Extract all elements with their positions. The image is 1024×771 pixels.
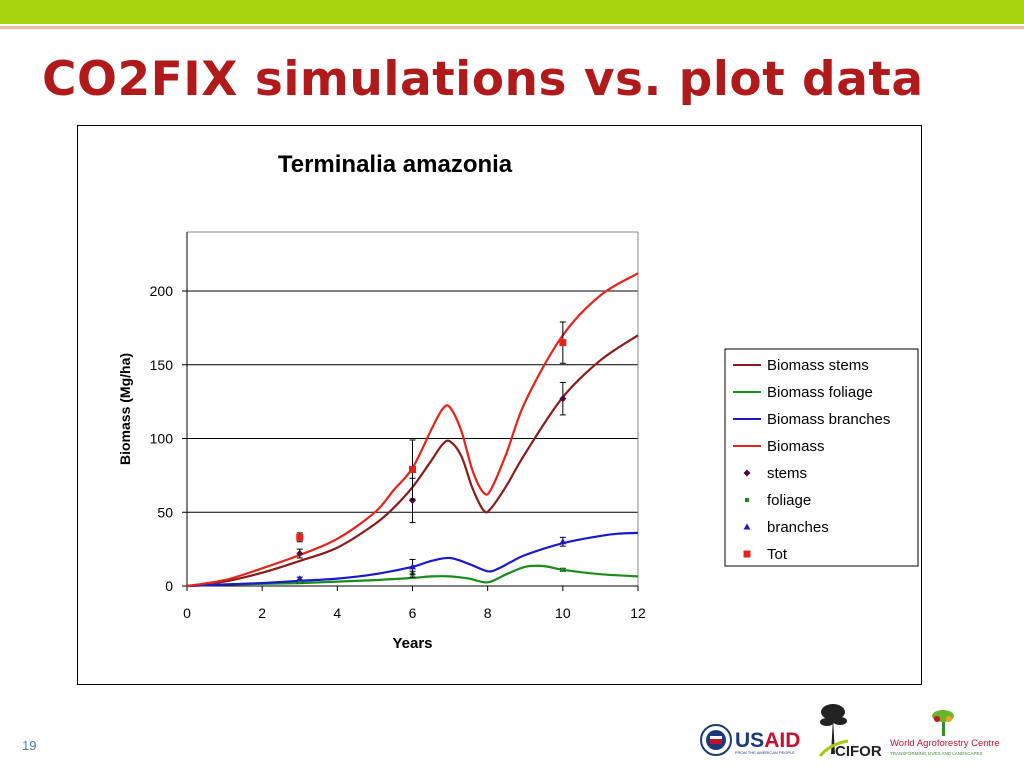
point-tot: [296, 533, 304, 541]
x-tick-label: 4: [333, 605, 341, 621]
usaid-logo-text: USAID: [735, 729, 800, 752]
legend-label-biomass: Biomass: [767, 438, 825, 455]
legend-label-branches: branches: [767, 519, 829, 536]
legend-box: [724, 348, 919, 567]
series-line-biomass-stems: [186, 334, 639, 588]
series-line-biomass: [186, 272, 639, 588]
icraf-tree-icon: [932, 710, 954, 736]
x-tick-label: 0: [183, 605, 191, 621]
point-tot: [409, 465, 416, 473]
partner-logos: USAID FROM THE AMERICAN PEOPLE CIFOR Wor…: [690, 696, 1020, 766]
y-axis-label: Biomass (Mg/ha): [117, 353, 133, 465]
legend-label-tot: Tot: [767, 546, 788, 563]
point-foliage: [297, 579, 302, 584]
point-stems: [296, 550, 304, 558]
point-branches: [559, 538, 567, 545]
series-line-biomass-foliage: [186, 564, 639, 588]
x-tick-label: 6: [409, 605, 417, 621]
legend-label-stems: stems: [767, 465, 807, 482]
x-tick-label: 2: [258, 605, 266, 621]
point-branches: [409, 563, 416, 570]
chart-frame: Terminalia amazonia 0 50 100 150 200 0 2 4 6 8 10 12…: [77, 125, 922, 685]
point-branches: [296, 575, 304, 582]
x-tick-label: 10: [555, 605, 571, 621]
legend-swatch-tot: [743, 550, 751, 558]
slide-title: CO2FIX simulations vs. plot data: [42, 52, 924, 107]
top-accent-bar: [0, 0, 1024, 24]
cifor-tree-icon: [818, 704, 849, 757]
y-tick-label: 50: [157, 504, 173, 520]
x-tick-label: 8: [484, 605, 492, 621]
legend-swatch-branches: [743, 523, 751, 530]
page-number: 19: [22, 738, 37, 753]
y-tick-label: 150: [150, 357, 174, 373]
legend-label-biomass-stems: Biomass stems: [767, 357, 869, 374]
point-foliage: [560, 567, 565, 572]
legend-swatch-foliage: [745, 498, 749, 502]
chart-svg: Terminalia amazonia 0 50 100 150 200 0 2 4 6 8 10 12…: [117, 151, 919, 652]
chart-title: Terminalia amazonia: [278, 151, 513, 178]
x-axis-label: Years: [392, 635, 432, 652]
legend-swatch-stems: [743, 469, 751, 477]
point-tot: [559, 339, 567, 347]
legend-label-foliage: foliage: [767, 492, 811, 509]
y-tick-label: 200: [150, 283, 174, 299]
point-stems: [559, 395, 567, 403]
icraf-logo-text: World Agroforestry Centre: [890, 738, 1000, 749]
legend-label-biomass-foliage: Biomass foliage: [767, 384, 873, 401]
usaid-tagline: FROM THE AMERICAN PEOPLE: [735, 750, 795, 755]
x-tick-label: 12: [630, 605, 646, 621]
legend-label-biomass-branches: Biomass branches: [767, 411, 890, 428]
y-tick-label: 0: [165, 578, 173, 594]
cifor-logo-text: CIFOR: [835, 743, 882, 760]
icraf-tagline: TRANSFORMING LIVES AND LANDSCAPES: [890, 751, 983, 756]
y-tick-label: 100: [150, 431, 174, 447]
usaid-seal-icon: [700, 724, 732, 756]
top-divider-line: [0, 26, 1024, 29]
